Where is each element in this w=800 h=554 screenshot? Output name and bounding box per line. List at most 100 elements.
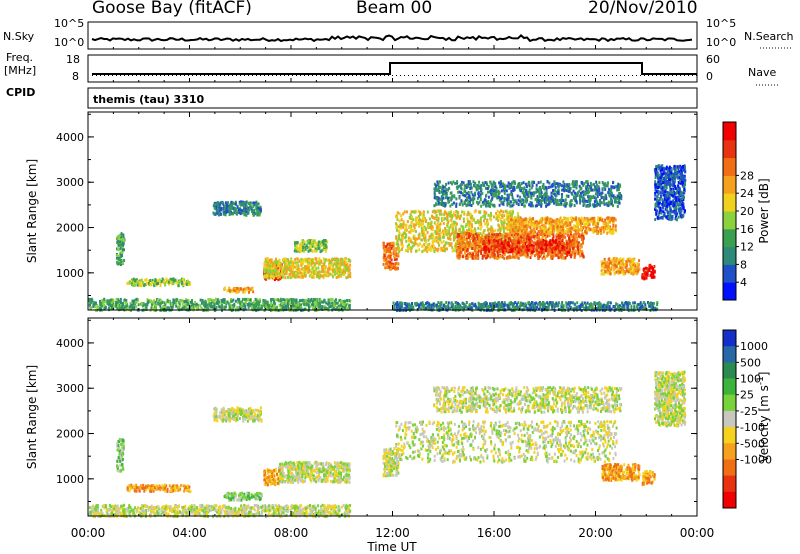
power-cell	[284, 301, 287, 305]
power-cell	[518, 253, 521, 257]
power-cell	[120, 235, 123, 239]
power-cell	[396, 262, 399, 266]
power-cell	[411, 302, 413, 305]
freq-unit-label: [MHz]	[4, 64, 37, 77]
power-cell	[398, 212, 401, 216]
power-cell	[437, 218, 440, 222]
power-cell	[512, 210, 515, 214]
power-cell	[135, 297, 138, 301]
power-cell	[572, 240, 575, 244]
power-cell	[410, 246, 412, 250]
power-cell	[395, 242, 398, 246]
power-cell	[337, 264, 340, 268]
power-cell	[443, 229, 446, 233]
power-cell	[107, 300, 110, 304]
power-cell	[289, 272, 292, 276]
power-cell	[187, 282, 190, 286]
power-cell	[470, 229, 473, 233]
power-cell	[276, 260, 279, 264]
power-cell	[346, 307, 349, 311]
power-cell	[429, 305, 432, 309]
power-cell	[200, 307, 203, 311]
power-cell	[466, 217, 469, 221]
power-cell	[608, 306, 611, 310]
power-cell	[408, 302, 411, 306]
power-cell	[467, 245, 470, 249]
power-cell	[145, 305, 148, 309]
power-cell	[530, 306, 532, 310]
power-cell	[490, 227, 493, 231]
power-cell	[227, 204, 230, 208]
power-cell	[563, 256, 566, 260]
power-cell	[393, 258, 396, 261]
power-cell	[463, 303, 466, 307]
power-cell	[159, 299, 162, 302]
power-cell	[527, 301, 530, 305]
power-cell	[161, 307, 164, 311]
power-cell	[440, 246, 443, 250]
power-cell	[413, 237, 416, 241]
power-cell	[188, 281, 191, 284]
power-cell	[225, 207, 228, 211]
power-cell	[343, 306, 346, 310]
power-cell	[431, 245, 433, 248]
power-cell	[501, 255, 504, 259]
power-cell	[285, 265, 288, 269]
power-cell	[390, 253, 393, 256]
power-cell	[117, 300, 120, 304]
power-cell	[160, 280, 163, 284]
power-cell	[155, 282, 158, 286]
power-cell	[563, 251, 566, 254]
power-cell	[596, 302, 599, 306]
power-cell	[435, 239, 438, 243]
power-cell	[312, 299, 315, 303]
power-cell	[451, 249, 454, 253]
power-cell	[255, 300, 258, 304]
power-cell	[505, 226, 507, 230]
power-cell	[462, 227, 465, 231]
power-cell	[331, 258, 333, 262]
power-cell	[581, 236, 583, 240]
power-cell	[454, 221, 457, 225]
power-cell	[393, 304, 396, 308]
power-cell	[314, 305, 317, 309]
power-cell	[435, 226, 438, 230]
power-cell	[502, 230, 505, 233]
power-cell	[567, 302, 570, 306]
power-cell	[229, 206, 232, 210]
power-cell	[344, 265, 347, 269]
power-cell	[396, 266, 399, 270]
power-cell	[324, 239, 327, 242]
power-cell	[442, 229, 444, 233]
power-cell	[617, 307, 619, 311]
power-cell	[279, 264, 282, 268]
power-cell	[437, 221, 440, 225]
power-cell	[598, 301, 601, 305]
power-cell	[268, 276, 271, 280]
power-cell	[505, 218, 508, 222]
power-cell	[141, 302, 143, 305]
power-cell	[216, 298, 219, 302]
power-cell	[573, 302, 576, 306]
power-cell	[231, 304, 234, 308]
power-cell	[490, 245, 493, 249]
power-cell	[153, 282, 156, 286]
power-cell	[239, 301, 242, 305]
power-cell	[583, 301, 586, 305]
power-cell	[401, 243, 404, 247]
power-cell	[504, 234, 507, 238]
power-cell	[146, 298, 149, 302]
cpid-value: themis (tau) 3310	[93, 93, 205, 106]
power-cell	[245, 210, 248, 214]
power-cell	[403, 210, 406, 214]
power-cell	[551, 237, 554, 241]
power-cell	[208, 304, 211, 308]
power-cell	[273, 304, 276, 308]
power-cell	[144, 278, 147, 282]
power-cell	[436, 249, 439, 253]
power-cell	[335, 271, 338, 275]
power-cell	[460, 240, 463, 244]
power-cell	[286, 301, 289, 305]
power-cell	[222, 207, 225, 211]
power-cell	[426, 210, 429, 214]
